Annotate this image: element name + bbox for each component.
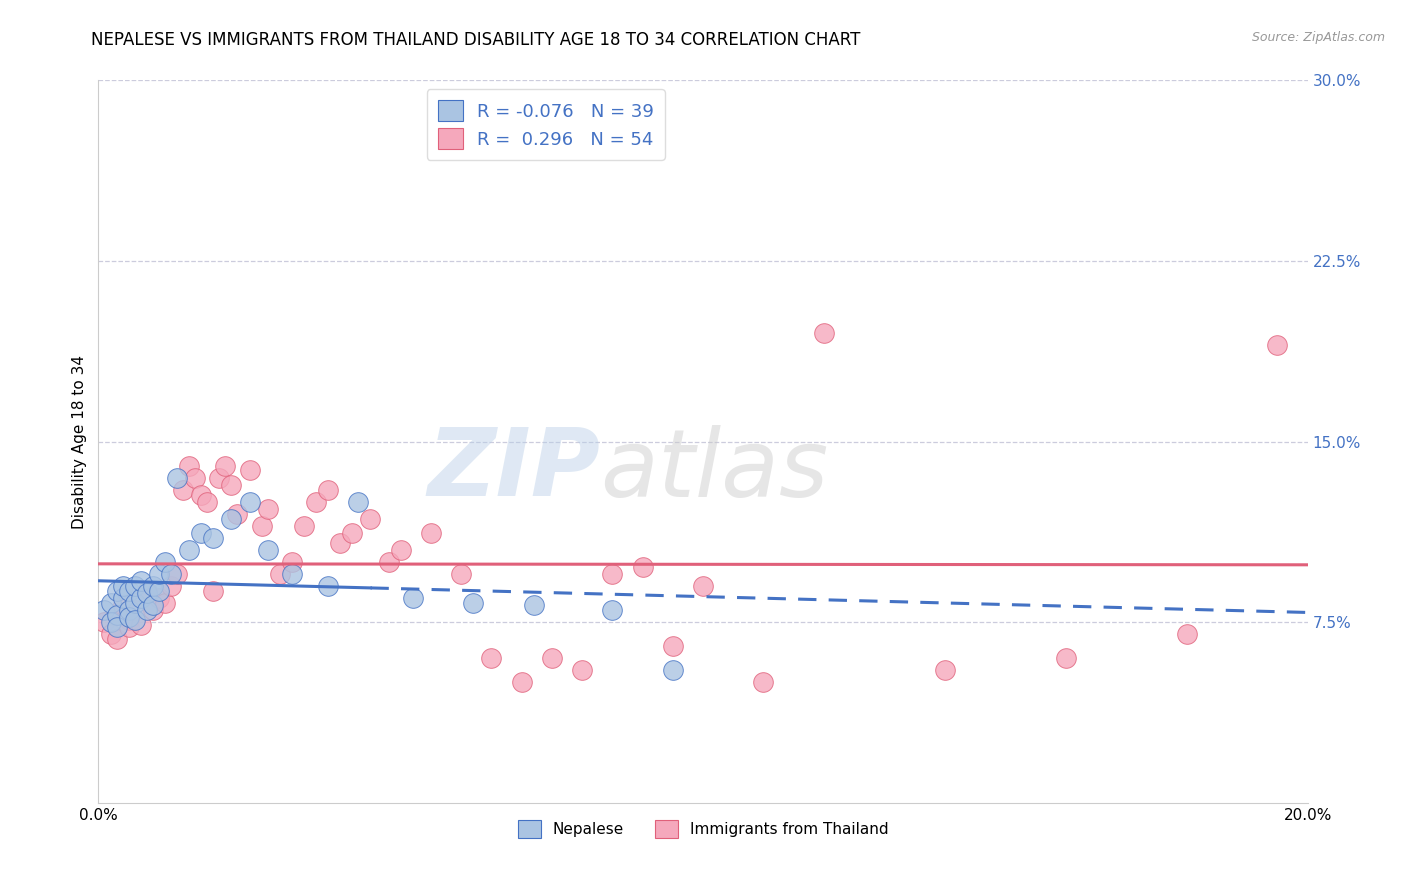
Point	[813, 326, 835, 340]
Point	[221, 478, 243, 492]
Point	[239, 494, 262, 508]
Point	[184, 470, 207, 484]
Legend: Nepalese, Immigrants from Thailand: Nepalese, Immigrants from Thailand	[510, 813, 896, 846]
Y-axis label: Disability Age 18 to 34: Disability Age 18 to 34	[72, 354, 87, 529]
Point	[214, 458, 236, 473]
Text: Source: ZipAtlas.com: Source: ZipAtlas.com	[1251, 31, 1385, 45]
Point	[135, 603, 157, 617]
Point	[463, 596, 485, 610]
Point	[510, 675, 533, 690]
Point	[105, 632, 128, 646]
Point	[316, 483, 339, 497]
Point	[1175, 627, 1198, 641]
Point	[661, 664, 683, 678]
Point	[389, 542, 412, 557]
Point	[360, 511, 382, 525]
Point	[105, 620, 128, 634]
Point	[208, 470, 231, 484]
Point	[153, 555, 176, 569]
Point	[129, 617, 152, 632]
Point	[166, 567, 188, 582]
Point	[602, 603, 624, 617]
Point	[450, 567, 472, 582]
Point	[1054, 651, 1077, 665]
Point	[329, 535, 352, 549]
Point	[523, 599, 546, 613]
Point	[292, 518, 315, 533]
Point	[148, 583, 170, 598]
Point	[105, 607, 128, 622]
Point	[100, 596, 122, 610]
Point	[377, 555, 399, 569]
Point	[281, 567, 304, 582]
Point	[402, 591, 425, 605]
Point	[269, 567, 291, 582]
Point	[118, 613, 141, 627]
Point	[692, 579, 714, 593]
Point	[100, 627, 122, 641]
Text: NEPALESE VS IMMIGRANTS FROM THAILAND DISABILITY AGE 18 TO 34 CORRELATION CHART: NEPALESE VS IMMIGRANTS FROM THAILAND DIS…	[91, 31, 860, 49]
Point	[160, 579, 183, 593]
Point	[118, 610, 141, 624]
Point	[420, 526, 443, 541]
Point	[160, 567, 183, 582]
Point	[93, 615, 115, 630]
Point	[661, 639, 683, 653]
Point	[316, 579, 339, 593]
Point	[166, 470, 188, 484]
Point	[934, 664, 956, 678]
Point	[481, 651, 503, 665]
Point	[202, 583, 225, 598]
Point	[129, 591, 152, 605]
Point	[135, 586, 157, 600]
Point	[142, 579, 165, 593]
Point	[239, 463, 262, 477]
Point	[142, 599, 165, 613]
Point	[111, 599, 134, 613]
Point	[118, 620, 141, 634]
Point	[631, 559, 654, 574]
Text: ZIP: ZIP	[427, 425, 600, 516]
Point	[118, 583, 141, 598]
Text: atlas: atlas	[600, 425, 828, 516]
Point	[148, 591, 170, 605]
Point	[172, 483, 194, 497]
Point	[142, 603, 165, 617]
Point	[190, 487, 212, 501]
Point	[111, 579, 134, 593]
Point	[124, 596, 146, 610]
Point	[281, 555, 304, 569]
Point	[118, 603, 141, 617]
Point	[153, 596, 176, 610]
Point	[105, 583, 128, 598]
Point	[124, 603, 146, 617]
Point	[347, 494, 370, 508]
Point	[752, 675, 775, 690]
Point	[1267, 338, 1289, 352]
Point	[93, 603, 115, 617]
Point	[221, 511, 243, 525]
Point	[124, 613, 146, 627]
Point	[111, 591, 134, 605]
Point	[100, 615, 122, 630]
Point	[129, 574, 152, 589]
Point	[226, 507, 249, 521]
Point	[105, 607, 128, 622]
Point	[179, 542, 201, 557]
Point	[342, 526, 364, 541]
Point	[202, 531, 225, 545]
Point	[602, 567, 624, 582]
Point	[256, 502, 278, 516]
Point	[256, 542, 278, 557]
Point	[135, 583, 157, 598]
Point	[148, 567, 170, 582]
Point	[179, 458, 201, 473]
Point	[250, 518, 273, 533]
Point	[305, 494, 328, 508]
Point	[190, 526, 212, 541]
Point	[571, 664, 593, 678]
Point	[540, 651, 562, 665]
Point	[195, 494, 218, 508]
Point	[124, 579, 146, 593]
